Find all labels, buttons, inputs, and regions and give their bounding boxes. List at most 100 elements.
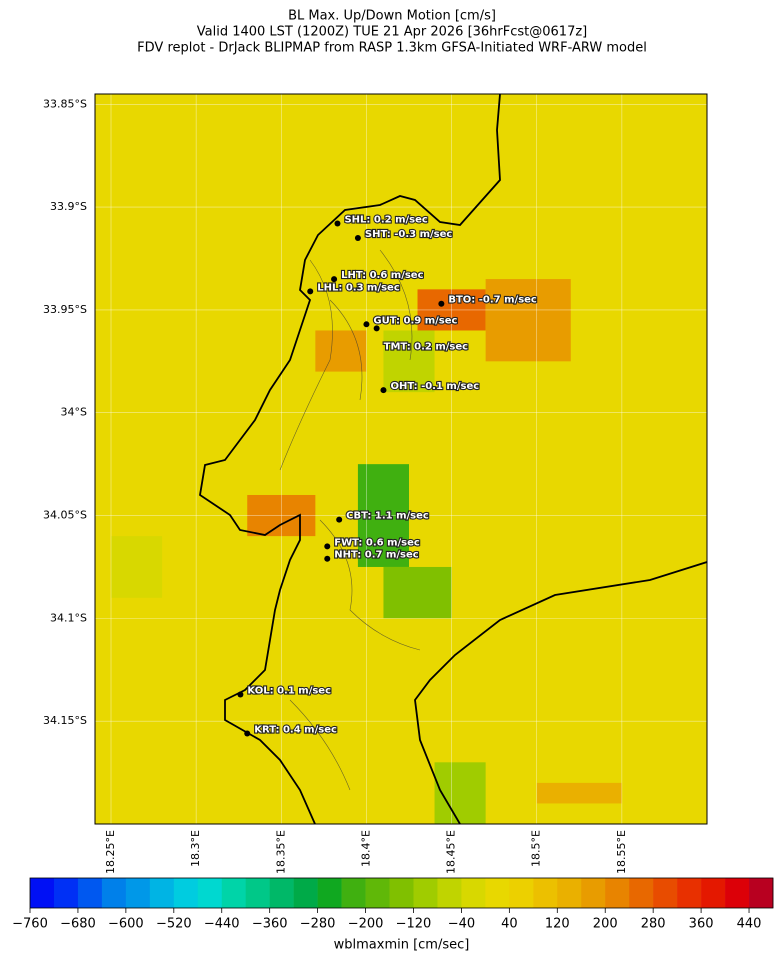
coastline bbox=[414, 561, 707, 824]
y-tick-label: 34.05°S bbox=[43, 509, 87, 522]
station-dot bbox=[324, 543, 331, 550]
colorbar-tick-label: −600 bbox=[108, 917, 144, 932]
colorbar-tick-label: −440 bbox=[204, 917, 240, 932]
colorbar-label: wblmaxmin [cm/sec] bbox=[334, 938, 470, 953]
y-tick-label: 34°S bbox=[61, 406, 87, 419]
station-dot bbox=[354, 234, 361, 241]
station-dot bbox=[438, 300, 445, 307]
colorbar-segment bbox=[605, 878, 630, 908]
colorbar-tick-label: −360 bbox=[252, 917, 288, 932]
value-cell bbox=[315, 330, 367, 372]
y-tick-label: 33.85°S bbox=[43, 97, 87, 110]
colorbar-tick-label: −200 bbox=[348, 917, 384, 932]
y-tick-label: 33.95°S bbox=[43, 303, 87, 316]
station-label: LHT: 0.6 m/sec bbox=[341, 270, 423, 281]
colorbar-segment bbox=[461, 878, 486, 908]
colorbar-segment bbox=[197, 878, 223, 908]
station-dot bbox=[334, 220, 341, 227]
station-label: BTO: -0.7 m/sec bbox=[448, 295, 537, 306]
colorbar-segment bbox=[293, 878, 318, 908]
colorbar-tick-label: −760 bbox=[12, 917, 48, 932]
terrain-contour bbox=[279, 249, 421, 791]
station-dot bbox=[244, 730, 251, 737]
station-dot bbox=[336, 516, 343, 523]
x-tick-label: 18.25°E bbox=[104, 830, 117, 874]
colorbar-segment bbox=[413, 878, 438, 908]
station-label: LHL: 0.3 m/sec bbox=[317, 282, 400, 293]
map-frame bbox=[94, 93, 708, 825]
colorbar-tick-label: −280 bbox=[300, 917, 336, 932]
colorbar-segment bbox=[653, 878, 678, 908]
colorbar-segment bbox=[581, 878, 606, 908]
value-cell bbox=[536, 782, 622, 804]
station-label: GUT: 0.9 m/sec bbox=[373, 315, 457, 326]
colorbar-tick-label: 360 bbox=[689, 917, 714, 932]
colorbar-segment bbox=[53, 878, 79, 908]
colorbar-segment bbox=[749, 878, 774, 908]
station-dot bbox=[237, 691, 244, 698]
title-line: BL Max. Up/Down Motion [cm/s] bbox=[288, 9, 496, 24]
station-label: KRT: 0.4 m/sec bbox=[254, 725, 337, 736]
map-background bbox=[95, 94, 707, 824]
y-tick-label: 34.1°S bbox=[50, 611, 87, 624]
colorbar-segment bbox=[725, 878, 750, 908]
x-tick-label: 18.55°E bbox=[615, 830, 628, 874]
colorbar-segment bbox=[173, 878, 199, 908]
colorbar-segment bbox=[221, 878, 247, 908]
station-dot bbox=[307, 288, 314, 295]
colorbar-tick-label: 280 bbox=[641, 917, 666, 932]
station-label: CBT: 1.1 m/sec bbox=[346, 511, 429, 522]
colorbar-segment bbox=[701, 878, 726, 908]
station-label: OHT: -0.1 m/sec bbox=[390, 381, 479, 392]
colorbar-tick-label: −120 bbox=[396, 917, 432, 932]
colorbar-segment bbox=[485, 878, 510, 908]
station-dot bbox=[331, 276, 338, 283]
colorbar-tick-label: 120 bbox=[545, 917, 570, 932]
value-cell bbox=[434, 762, 486, 824]
colorbar-segment bbox=[533, 878, 558, 908]
colorbar-segment bbox=[389, 878, 414, 908]
value-cell bbox=[485, 279, 571, 362]
station-label: NHT: 0.7 m/sec bbox=[334, 550, 418, 561]
colorbar-frame bbox=[29, 877, 774, 909]
value-cell bbox=[111, 536, 163, 598]
x-tick-label: 18.35°E bbox=[274, 830, 287, 874]
colorbar-tick-label: 200 bbox=[593, 917, 618, 932]
colorbar-segment bbox=[77, 878, 103, 908]
colorbar-segment bbox=[317, 878, 342, 908]
x-tick-label: 18.4°E bbox=[359, 830, 372, 867]
station-dot bbox=[324, 555, 331, 562]
station-dot bbox=[380, 387, 387, 394]
station-dot bbox=[373, 325, 380, 332]
value-cell bbox=[383, 566, 452, 619]
colorbar-tick-label: 440 bbox=[737, 917, 762, 932]
title-line: FDV replot - DrJack BLIPMAP from RASP 1.… bbox=[137, 41, 647, 56]
colorbar-segment bbox=[341, 878, 366, 908]
station-label: SHT: -0.3 m/sec bbox=[365, 229, 452, 240]
colorbar-tick-label: −40 bbox=[448, 917, 475, 932]
station-dot bbox=[363, 321, 370, 328]
colorbar-segment bbox=[30, 878, 55, 908]
station-label: TMT: 0.2 m/sec bbox=[384, 341, 469, 352]
title-line: Valid 1400 LST (1200Z) TUE 21 Apr 2026 [… bbox=[197, 25, 588, 40]
x-tick-label: 18.3°E bbox=[189, 830, 202, 867]
y-tick-label: 34.15°S bbox=[43, 714, 87, 727]
station-label: KOL: 0.1 m/sec bbox=[247, 685, 331, 696]
x-tick-label: 18.45°E bbox=[445, 830, 458, 874]
colorbar-segment bbox=[677, 878, 702, 908]
colorbar-segment bbox=[149, 878, 175, 908]
coastline bbox=[199, 94, 501, 824]
colorbar-segment bbox=[245, 878, 270, 908]
value-cell bbox=[383, 330, 435, 393]
colorbar-segment bbox=[509, 878, 534, 908]
x-tick-label: 18.5°E bbox=[530, 830, 543, 867]
colorbar-tick-label: −520 bbox=[156, 917, 192, 932]
colorbar-segment bbox=[125, 878, 151, 908]
colorbar-segment bbox=[437, 878, 462, 908]
y-tick-label: 33.9°S bbox=[50, 200, 87, 213]
colorbar-segment bbox=[101, 878, 127, 908]
map-area bbox=[95, 94, 707, 824]
coastline-layer: SHL: 0.2 m/sec SHT: -0.3 m/sec LHT: 0.6 m/… bbox=[199, 94, 707, 824]
colorbar-segment bbox=[629, 878, 654, 908]
